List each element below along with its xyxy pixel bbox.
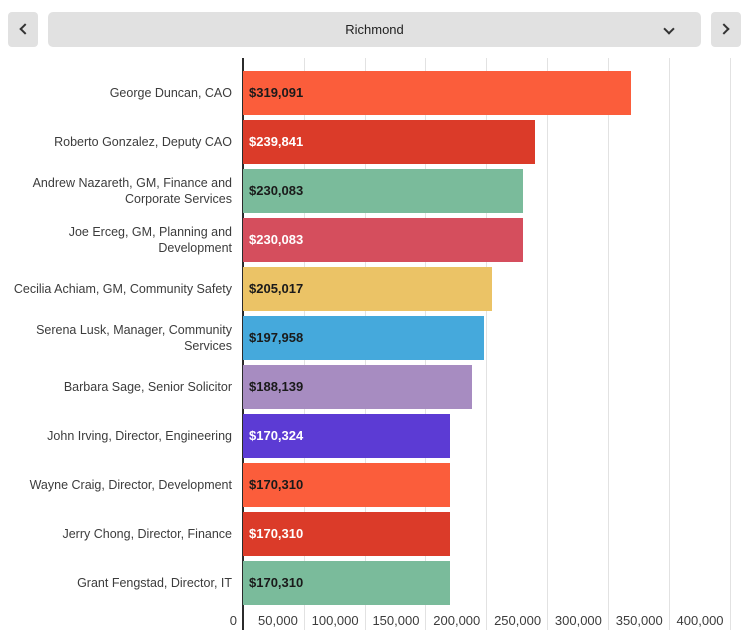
city-select[interactable]: Richmond bbox=[48, 11, 701, 47]
bar-value-label: $319,091 bbox=[249, 85, 304, 100]
bar-value-label: $230,083 bbox=[249, 232, 304, 247]
x-axis-ticks: 0 50,000 100,000 150,000 200,000 250,000 300,0… bbox=[230, 610, 749, 634]
chevron-left-icon bbox=[19, 23, 31, 35]
bar-row: Roberto Gonzalez, Deputy CAO $239,841 bbox=[0, 117, 749, 166]
bar-value-label: $170,310 bbox=[249, 575, 304, 590]
bar-row: Joe Erceg, GM, Planning and Development $… bbox=[0, 215, 749, 264]
bar-rows: George Duncan, CAO $319,091 Roberto Gonzal… bbox=[0, 68, 749, 607]
bar: $197,958 bbox=[243, 315, 484, 360]
bar-row: Andrew Nazareth, GM, Finance and Corpora… bbox=[0, 166, 749, 215]
gridline bbox=[607, 58, 609, 630]
chevron-right-icon bbox=[718, 23, 730, 35]
bar-value-label: $170,310 bbox=[249, 526, 304, 541]
x-tick-label: 100,000 bbox=[311, 613, 359, 628]
bar-track: $188,139 bbox=[243, 364, 749, 409]
bar: $319,091 bbox=[243, 70, 632, 115]
bar-track: $239,841 bbox=[243, 119, 749, 164]
bar-value-label: $197,958 bbox=[249, 330, 304, 345]
category-label: John Irving, Director, Engineering bbox=[47, 428, 232, 443]
category-label: Joe Erceg, GM, Planning and Development bbox=[68, 224, 232, 255]
bar: $170,310 bbox=[243, 560, 451, 605]
category-label: Barbara Sage, Senior Solicitor bbox=[63, 379, 232, 394]
bar-track: $319,091 bbox=[243, 70, 749, 115]
gridline bbox=[486, 58, 488, 630]
gridline bbox=[729, 58, 731, 630]
bar-row: John Irving, Director, Engineering $170,3… bbox=[0, 411, 749, 460]
category-label: Grant Fengstad, Director, IT bbox=[77, 575, 232, 590]
category-label: Jerry Chong, Director, Finance bbox=[62, 526, 232, 541]
x-tick-label: 150,000 bbox=[372, 613, 420, 628]
category-label: Cecilia Achiam, GM, Community Safety bbox=[13, 281, 232, 296]
x-tick-label: 400,000 bbox=[676, 613, 724, 628]
bar: $230,083 bbox=[243, 217, 523, 262]
bar: $230,083 bbox=[243, 168, 523, 213]
bar-value-label: $239,841 bbox=[249, 134, 304, 149]
x-tick-label: 350,000 bbox=[615, 613, 663, 628]
x-tick-label: 50,000 bbox=[258, 613, 298, 628]
bar-track: $170,310 bbox=[243, 560, 749, 605]
next-city-button[interactable] bbox=[711, 11, 741, 47]
salary-bar-chart: George Duncan, CAO $319,091 Roberto Gonzal… bbox=[0, 58, 749, 643]
category-label: Wayne Craig, Director, Development bbox=[29, 477, 232, 492]
bar-track: $170,310 bbox=[243, 511, 749, 556]
bar-row: Barbara Sage, Senior Solicitor $188,139 bbox=[0, 362, 749, 411]
gridline bbox=[668, 58, 670, 630]
bar: $170,310 bbox=[243, 462, 451, 507]
bar-row: Serena Lusk, Manager, Community Services… bbox=[0, 313, 749, 362]
bar: $205,017 bbox=[243, 266, 493, 311]
category-label: Roberto Gonzalez, Deputy CAO bbox=[54, 134, 232, 149]
x-tick-label: 200,000 bbox=[433, 613, 481, 628]
bar-track: $230,083 bbox=[243, 168, 749, 213]
bar-track: $197,958 bbox=[243, 315, 749, 360]
x-tick-label: 0 bbox=[229, 613, 237, 628]
bar: $188,139 bbox=[243, 364, 472, 409]
bar-value-label: $188,139 bbox=[249, 379, 304, 394]
gridline bbox=[547, 58, 549, 630]
x-tick-label: 300,000 bbox=[554, 613, 602, 628]
bar-row: Jerry Chong, Director, Finance $170,310 bbox=[0, 509, 749, 558]
bar: $170,324 bbox=[243, 413, 451, 458]
bar-row: Grant Fengstad, Director, IT $170,310 bbox=[0, 558, 749, 607]
toolbar: Richmond bbox=[0, 0, 749, 58]
bar-track: $170,310 bbox=[243, 462, 749, 507]
x-tick-label: 250,000 bbox=[494, 613, 542, 628]
prev-city-button[interactable] bbox=[8, 11, 38, 47]
bar-value-label: $170,324 bbox=[249, 428, 304, 443]
bar-row: George Duncan, CAO $319,091 bbox=[0, 68, 749, 117]
bar-value-label: $205,017 bbox=[249, 281, 304, 296]
category-label: Andrew Nazareth, GM, Finance and Corpora… bbox=[32, 175, 232, 206]
city-select-value: Richmond bbox=[345, 21, 404, 37]
bar-track: $205,017 bbox=[243, 266, 749, 311]
category-label: George Duncan, CAO bbox=[109, 85, 232, 100]
bar-value-label: $230,083 bbox=[249, 183, 304, 198]
bar-value-label: $170,310 bbox=[249, 477, 304, 492]
bar: $239,841 bbox=[243, 119, 535, 164]
bar-row: Wayne Craig, Director, Development $170,3… bbox=[0, 460, 749, 509]
bar-track: $230,083 bbox=[243, 217, 749, 262]
bar-row: Cecilia Achiam, GM, Community Safety $205… bbox=[0, 264, 749, 313]
bar: $170,310 bbox=[243, 511, 451, 556]
bar-track: $170,324 bbox=[243, 413, 749, 458]
chevron-down-icon bbox=[663, 22, 675, 35]
category-label: Serena Lusk, Manager, Community Services bbox=[36, 322, 232, 353]
